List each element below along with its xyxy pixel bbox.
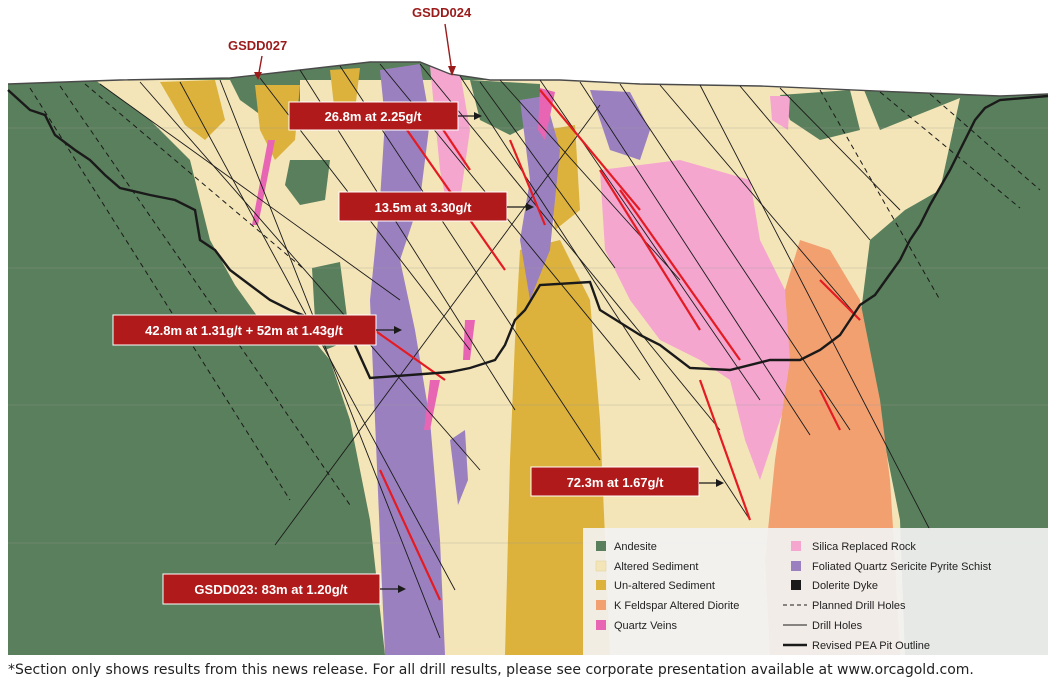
hole-label-gsdd027: GSDD027 bbox=[228, 38, 287, 80]
planned-drill-hole bbox=[879, 91, 1021, 209]
planned-drill-holes bbox=[29, 83, 1041, 506]
intercept bbox=[508, 139, 547, 226]
legend-label-andesite: Andesite bbox=[614, 541, 657, 553]
legend-label-pit: Revised PEA Pit Outline bbox=[812, 640, 930, 652]
unit-quartz-veins bbox=[252, 140, 275, 225]
legend-swatch-silica bbox=[791, 541, 801, 551]
hole-label-arrowhead bbox=[254, 72, 262, 80]
callout-text: 26.8m at 2.25g/t bbox=[325, 109, 422, 124]
planned-drill-hole bbox=[29, 87, 291, 501]
topography-line bbox=[7, 61, 1049, 97]
hole-label-text: GSDD027 bbox=[228, 38, 287, 53]
legend-label-drill: Drill Holes bbox=[812, 620, 863, 632]
callout-text: 72.3m at 1.67g/t bbox=[567, 475, 664, 490]
drill-hole bbox=[479, 81, 616, 269]
unit-quartz-veins bbox=[463, 320, 475, 360]
planned-drill-hole bbox=[84, 83, 306, 271]
drill-hole bbox=[219, 79, 441, 639]
drill-hole bbox=[99, 83, 401, 301]
callout-text: GSDD023: 83m at 1.20g/t bbox=[194, 582, 348, 597]
callout-1: 26.8m at 2.25g/t bbox=[288, 101, 482, 131]
drill-hole bbox=[274, 104, 601, 546]
callout-arrowhead bbox=[394, 326, 402, 334]
callout-box bbox=[112, 314, 377, 346]
callout-2: 13.5m at 3.30g/t bbox=[338, 191, 534, 222]
callout-5: GSDD023: 83m at 1.20g/t bbox=[162, 573, 406, 605]
callout-3: 42.8m at 1.31g/t + 52m at 1.43g/t bbox=[112, 314, 402, 346]
legend: Andesite Altered Sediment Un-altered Sed… bbox=[583, 528, 1048, 655]
intercept bbox=[698, 379, 752, 521]
legend-label-planned: Planned Drill Holes bbox=[812, 600, 906, 612]
callout-text: 42.8m at 1.31g/t + 52m at 1.43g/t bbox=[145, 323, 343, 338]
drill-hole bbox=[579, 81, 811, 436]
legend-swatch-quartz-veins bbox=[596, 620, 606, 630]
hole-label-gsdd024: GSDD024 bbox=[412, 5, 472, 76]
unit-unaltered-sediment bbox=[160, 80, 225, 140]
legend-swatch-dolerite bbox=[791, 580, 801, 590]
unit-andesite-patch bbox=[470, 80, 540, 135]
intercept bbox=[619, 189, 741, 361]
legend-swatch-altered-sediment bbox=[595, 560, 607, 572]
intercept bbox=[379, 469, 441, 601]
drill-hole bbox=[699, 84, 931, 531]
drill-hole bbox=[459, 75, 751, 521]
geological-cross-section: GSDD027 GSDD024 26.8m at 2.25g/t 13.5m a… bbox=[7, 5, 1049, 655]
unit-andesite-patch bbox=[285, 160, 330, 205]
legend-swatch-schist bbox=[791, 561, 801, 571]
legend-label-kfeldspar: K Feldspar Altered Diorite bbox=[614, 600, 739, 612]
callout-arrowhead bbox=[716, 479, 724, 487]
legend-label-dolerite: Dolerite Dyke bbox=[812, 580, 878, 592]
drill-hole bbox=[659, 84, 861, 321]
intercept bbox=[819, 389, 841, 431]
callout-box bbox=[162, 573, 381, 605]
callout-4: 72.3m at 1.67g/t bbox=[530, 466, 724, 497]
planned-drill-hole bbox=[59, 85, 351, 506]
drill-hole bbox=[499, 79, 681, 281]
callout-box bbox=[530, 466, 700, 497]
callout-arrowhead bbox=[474, 112, 482, 120]
legend-swatch-kfeldspar bbox=[596, 600, 606, 610]
hole-label-text: GSDD024 bbox=[412, 5, 472, 20]
intercept bbox=[599, 169, 701, 331]
legend-label-silica: Silica Replaced Rock bbox=[812, 541, 916, 553]
callout-box bbox=[288, 101, 459, 131]
drill-hole bbox=[739, 85, 871, 241]
unit-schist bbox=[450, 430, 468, 505]
unit-andesite-patch bbox=[780, 90, 860, 140]
drill-hole bbox=[779, 87, 901, 211]
drill-hole bbox=[619, 83, 851, 431]
callout-arrowhead bbox=[398, 585, 406, 593]
legend-label-altered-sediment: Altered Sediment bbox=[614, 561, 698, 573]
planned-drill-hole bbox=[819, 89, 941, 301]
unit-silica bbox=[770, 96, 790, 130]
legend-label-schist: Foliated Quartz Sericite Pyrite Schist bbox=[812, 561, 991, 573]
drill-hole bbox=[139, 81, 481, 471]
hole-label-arrowhead bbox=[448, 66, 456, 76]
legend-background bbox=[583, 528, 1048, 655]
drill-hole bbox=[419, 63, 721, 431]
pea-pit-outline bbox=[7, 89, 1049, 380]
callout-arrowhead bbox=[526, 203, 534, 211]
hole-label-pointer bbox=[444, 23, 453, 73]
legend-swatch-unaltered-sediment bbox=[596, 580, 606, 590]
planned-drill-hole bbox=[929, 93, 1041, 191]
legend-swatch-andesite bbox=[596, 541, 606, 551]
intercept bbox=[539, 89, 641, 211]
unit-schist bbox=[590, 90, 650, 160]
callout-text: 13.5m at 3.30g/t bbox=[375, 200, 472, 215]
drill-hole bbox=[339, 65, 601, 461]
legend-label-quartz-veins: Quartz Veins bbox=[614, 620, 677, 632]
footnote: *Section only shows results from this ne… bbox=[8, 662, 974, 678]
legend-label-unaltered-sediment: Un-altered Sediment bbox=[614, 580, 715, 592]
